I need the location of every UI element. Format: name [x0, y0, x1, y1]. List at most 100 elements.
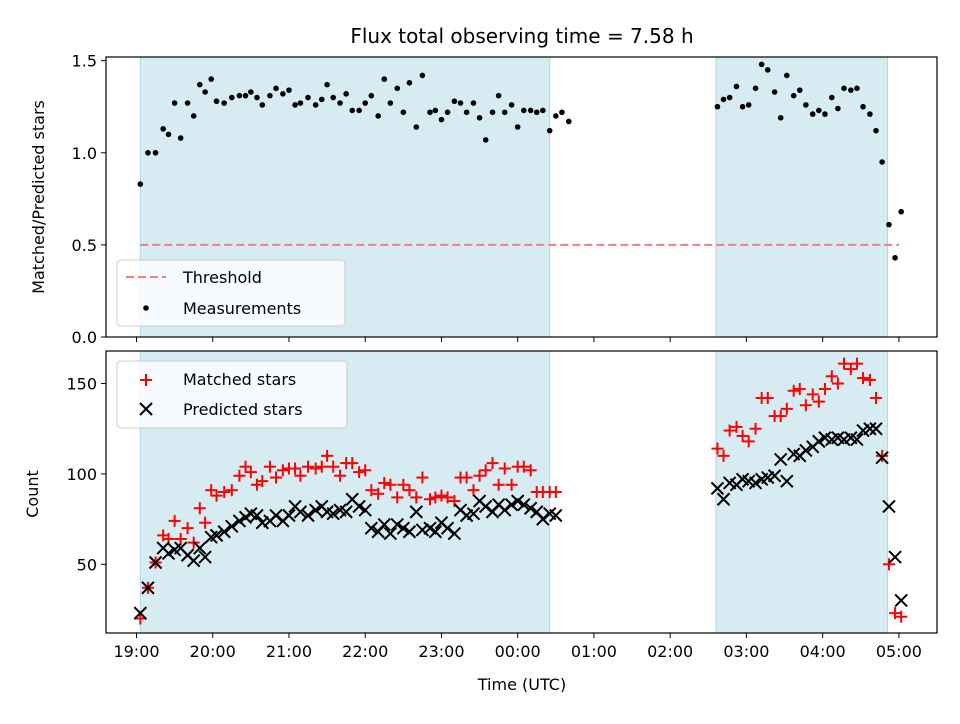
measurement-point	[419, 72, 426, 79]
predicted-star-stroke	[774, 452, 788, 467]
matched-star-point	[524, 464, 537, 477]
matched-star-point	[549, 486, 562, 498]
predicted-star-point	[198, 550, 212, 564]
matched-star-point	[199, 516, 212, 529]
measurement-point	[228, 94, 235, 101]
predicted-star-point	[774, 452, 788, 467]
measurement-point	[835, 105, 841, 112]
predicted-star-stroke	[549, 508, 563, 523]
measurement-point	[720, 96, 727, 103]
matched-star-point	[460, 471, 473, 484]
count-markers	[133, 357, 908, 625]
matched-star-point	[174, 533, 187, 545]
ratio-panel-frame	[105, 56, 938, 338]
measurement-point	[771, 89, 778, 95]
measurement-point	[171, 100, 178, 106]
matched-star-point	[346, 457, 359, 470]
matched-star-point	[302, 460, 315, 473]
ratio-x-ticks	[135, 337, 900, 342]
predicted-star-point	[716, 492, 731, 506]
measurement-point	[892, 254, 898, 261]
matched-star-point	[736, 429, 749, 442]
measurement-point	[286, 87, 292, 93]
measurement-point	[368, 92, 375, 99]
predicted-star-stroke	[869, 422, 883, 436]
predicted-star-stroke	[894, 593, 908, 608]
matched-star-point	[742, 435, 755, 448]
count-panel: 50 100 150 19:00 20:00 21:00 22:00 23:00 00:00 0…	[23, 350, 938, 694]
predicted-star-stroke	[345, 492, 359, 506]
x-tick-label: 04:00	[800, 642, 846, 661]
measurement-point	[873, 127, 879, 134]
measurement-point	[324, 81, 330, 88]
measurement-point	[457, 100, 464, 106]
predicted-star-point	[549, 508, 563, 523]
matched-star-point	[863, 373, 876, 386]
predicted-star-stroke	[543, 506, 557, 521]
matched-star-point	[218, 486, 231, 498]
predicted-star-stroke	[333, 503, 347, 517]
matched-star-point	[799, 399, 812, 412]
measurement-point	[248, 89, 254, 95]
count-x-axis: 19:00 20:00 21:00 22:00 23:00 00:00 01:00 02:00…	[113, 633, 922, 661]
predicted-star-point	[225, 519, 239, 534]
y-tick-label: 150	[66, 375, 97, 394]
ratio-y-axis: 0.0 0.5 1.0 1.5	[72, 52, 106, 347]
matched-star-point	[365, 484, 378, 497]
predicted-star-stroke	[364, 521, 379, 535]
count-y-axis: 50 100 150	[66, 375, 106, 574]
matched-star-point	[850, 357, 863, 370]
measurement-point	[533, 109, 540, 116]
measurement-point	[841, 85, 847, 92]
y-tick-label: 100	[66, 465, 97, 484]
predicted-star-point	[850, 432, 864, 447]
measurement-point	[221, 100, 227, 106]
measurement-point	[848, 87, 854, 93]
predicted-star-stroke	[510, 494, 525, 508]
matched-star-point	[774, 410, 787, 423]
predicted-star-point	[440, 521, 455, 535]
predicted-star-point	[209, 528, 224, 543]
ratio-panel: 0.0 0.5 1.0 1.5 Matched/Predicted stars Thr…	[29, 52, 938, 347]
measurement-point	[714, 103, 721, 110]
x-tick-label: 02:00	[647, 642, 693, 661]
observing-windows	[139, 57, 888, 337]
predicted-star-point	[193, 541, 207, 555]
x-tick-label: 00:00	[495, 642, 541, 661]
matched-star-point	[315, 460, 328, 473]
predicted-star-stroke	[780, 474, 794, 488]
count-panel-frame	[105, 350, 938, 634]
predicted-star-stroke	[710, 481, 725, 496]
measurement-point	[208, 76, 215, 82]
measurement-point	[318, 96, 325, 103]
predicted-star-stroke	[186, 553, 201, 568]
predicted-star-stroke	[217, 525, 231, 539]
predicted-star-stroke	[282, 508, 296, 523]
measurement-point	[242, 92, 249, 99]
measurement-point	[803, 102, 809, 108]
x-tick-label: 01:00	[571, 642, 617, 661]
matched-star-point	[498, 462, 511, 475]
measurement-point	[816, 107, 822, 114]
measurement-point	[879, 159, 885, 165]
predicted-star-stroke	[478, 499, 493, 514]
measurement-point	[137, 181, 144, 187]
measurement-point	[739, 103, 746, 110]
matched-star-point	[876, 449, 889, 462]
measurement-point	[406, 79, 413, 86]
predicted-star-point	[326, 506, 340, 521]
predicted-star-stroke	[716, 492, 731, 506]
measurement-point	[280, 91, 286, 97]
predicted-star-stroke	[193, 541, 207, 555]
predicted-star-point	[133, 606, 148, 620]
measurement-point	[213, 98, 220, 105]
matched-star-point	[492, 478, 505, 491]
measurement-point	[463, 109, 470, 116]
matched-star-point	[435, 489, 448, 502]
matched-star-point	[359, 464, 372, 477]
predicted-star-point	[161, 546, 176, 561]
predicted-star-stroke	[888, 550, 902, 564]
measurement-point	[196, 81, 203, 88]
matched-star-point	[882, 558, 895, 571]
measurement-point	[508, 102, 515, 108]
